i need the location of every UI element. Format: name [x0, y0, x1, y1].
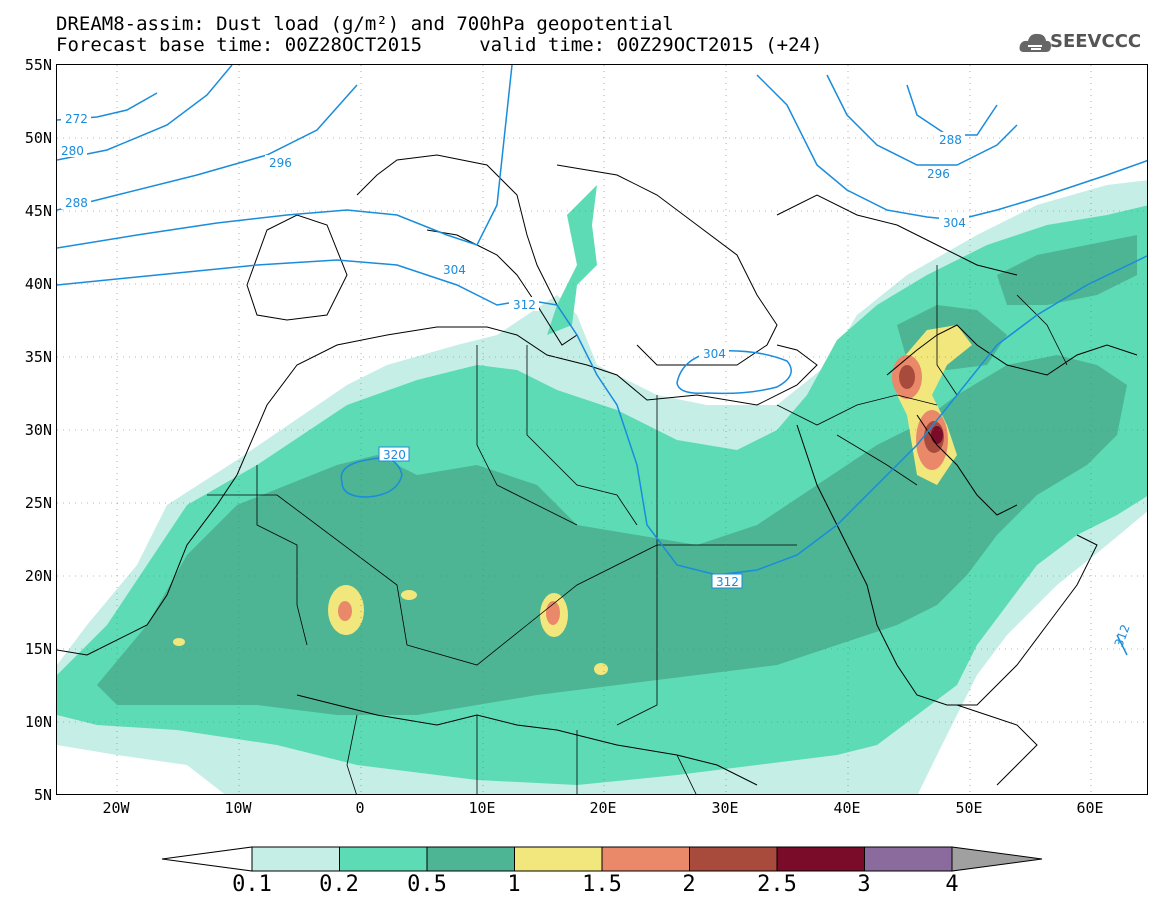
- colorbar-swatch: [776, 846, 865, 872]
- colorbar-label: 1: [507, 872, 521, 897]
- colorbar-label: 3: [857, 872, 871, 897]
- contour-label: 312: [513, 298, 536, 312]
- map-title-line-1: DREAM8-assim: Dust load (g/m²) and 700hP…: [56, 13, 674, 35]
- colorbar-swatch: [601, 846, 690, 872]
- lat-label: 45N: [24, 202, 52, 220]
- colorbar-high-arrow: [951, 846, 1043, 872]
- lon-label: 50E: [955, 799, 983, 817]
- contour-label: 320: [383, 448, 406, 462]
- contour-label: 288: [65, 196, 88, 210]
- graticule: [57, 65, 1147, 794]
- lon-label: 10W: [224, 799, 252, 817]
- lon-label: 60E: [1076, 799, 1104, 817]
- map-title-line-2: Forecast base time: 00Z28OCT2015 valid t…: [56, 34, 823, 56]
- lat-label: 10N: [24, 713, 52, 731]
- colorbar-low-arrow: [161, 846, 253, 872]
- contour-label: 288: [939, 133, 962, 147]
- lat-label: 55N: [24, 56, 52, 74]
- contour-label: 280: [61, 144, 84, 158]
- contour-label: 296: [927, 167, 950, 181]
- contour-label: 312: [716, 575, 739, 589]
- contour-label: 272: [65, 112, 88, 126]
- contour-label: 304: [703, 347, 726, 361]
- cloud-icon: [1019, 33, 1051, 52]
- lon-label: 40E: [833, 799, 861, 817]
- colorbar-swatch: [426, 846, 515, 872]
- country-borders: [207, 265, 1068, 794]
- lon-label: 20E: [589, 799, 617, 817]
- lat-label: 35N: [24, 348, 52, 366]
- geopotential-labels: 272 280 288 296 304 312 320 304 312 288 …: [57, 111, 1133, 649]
- lat-label: 15N: [24, 640, 52, 658]
- lon-label: 0: [355, 799, 365, 817]
- lon-label: 10E: [468, 799, 496, 817]
- colorbar-label: 0.5: [407, 872, 447, 897]
- lat-label: 20N: [24, 567, 52, 585]
- colorbar-swatch: [251, 846, 340, 872]
- lat-label: 25N: [24, 494, 52, 512]
- colorbar: [161, 846, 1043, 872]
- colorbar-label: 4: [945, 872, 959, 897]
- lat-label: 30N: [24, 421, 52, 439]
- contour-label: 304: [943, 216, 966, 230]
- colorbar-label: 0.1: [232, 872, 272, 897]
- colorbar-label: 0.2: [319, 872, 359, 897]
- contour-label: 312: [1112, 623, 1133, 649]
- lon-label: 30E: [711, 799, 739, 817]
- contour-label: 304: [443, 263, 466, 277]
- colorbar-swatch: [864, 846, 953, 872]
- dust-level-3: [931, 426, 943, 444]
- lat-label: 50N: [24, 129, 52, 147]
- map-canvas: 272 280 288 296 304 312 320 304 312 288 …: [57, 65, 1147, 794]
- colorbar-swatch: [689, 846, 778, 872]
- colorbar-label: 2: [682, 872, 696, 897]
- lat-label: 40N: [24, 275, 52, 293]
- dust-load-map: 272 280 288 296 304 312 320 304 312 288 …: [56, 64, 1148, 795]
- colorbar-label: 2.5: [757, 872, 797, 897]
- lat-label: 5N: [33, 786, 52, 804]
- colorbar-swatch: [339, 846, 428, 872]
- seevccc-logo: SEEVCCC: [1050, 31, 1142, 52]
- colorbar-label: 1.5: [582, 872, 622, 897]
- colorbar-swatch: [514, 846, 603, 872]
- lon-label: 20W: [102, 799, 130, 817]
- contour-label: 296: [269, 156, 292, 170]
